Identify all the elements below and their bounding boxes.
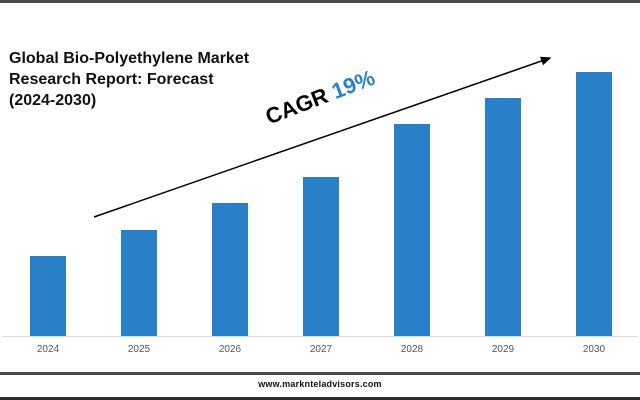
title-line-1: Global Bio-Polyethylene Market (9, 50, 250, 67)
title-line-3: (2024-2030) (9, 92, 97, 109)
x-label-2025: 2025 (127, 344, 151, 355)
footer-rule-bottom (0, 397, 640, 400)
chart-title: Global Bio-Polyethylene Market Research … (9, 48, 289, 111)
footer-rule-top (0, 372, 640, 375)
x-label-2027: 2027 (309, 344, 333, 355)
x-label-2028: 2028 (400, 344, 424, 355)
bar-2030 (576, 72, 612, 336)
bar-2024 (30, 256, 66, 336)
top-rule (0, 0, 640, 3)
x-label-2024: 2024 (36, 344, 60, 355)
x-axis-line (2, 336, 638, 337)
bar-2026 (212, 203, 248, 336)
x-label-2030: 2030 (582, 344, 606, 355)
bar-2027 (303, 177, 339, 336)
x-label-2026: 2026 (218, 344, 242, 355)
footer-website: www.marknteladvisors.com (258, 379, 382, 389)
bar-2028 (394, 124, 430, 336)
bar-2029 (485, 98, 521, 336)
bar-2025 (121, 230, 157, 336)
title-line-2: Research Report: Forecast (9, 71, 214, 88)
x-label-2029: 2029 (491, 344, 515, 355)
